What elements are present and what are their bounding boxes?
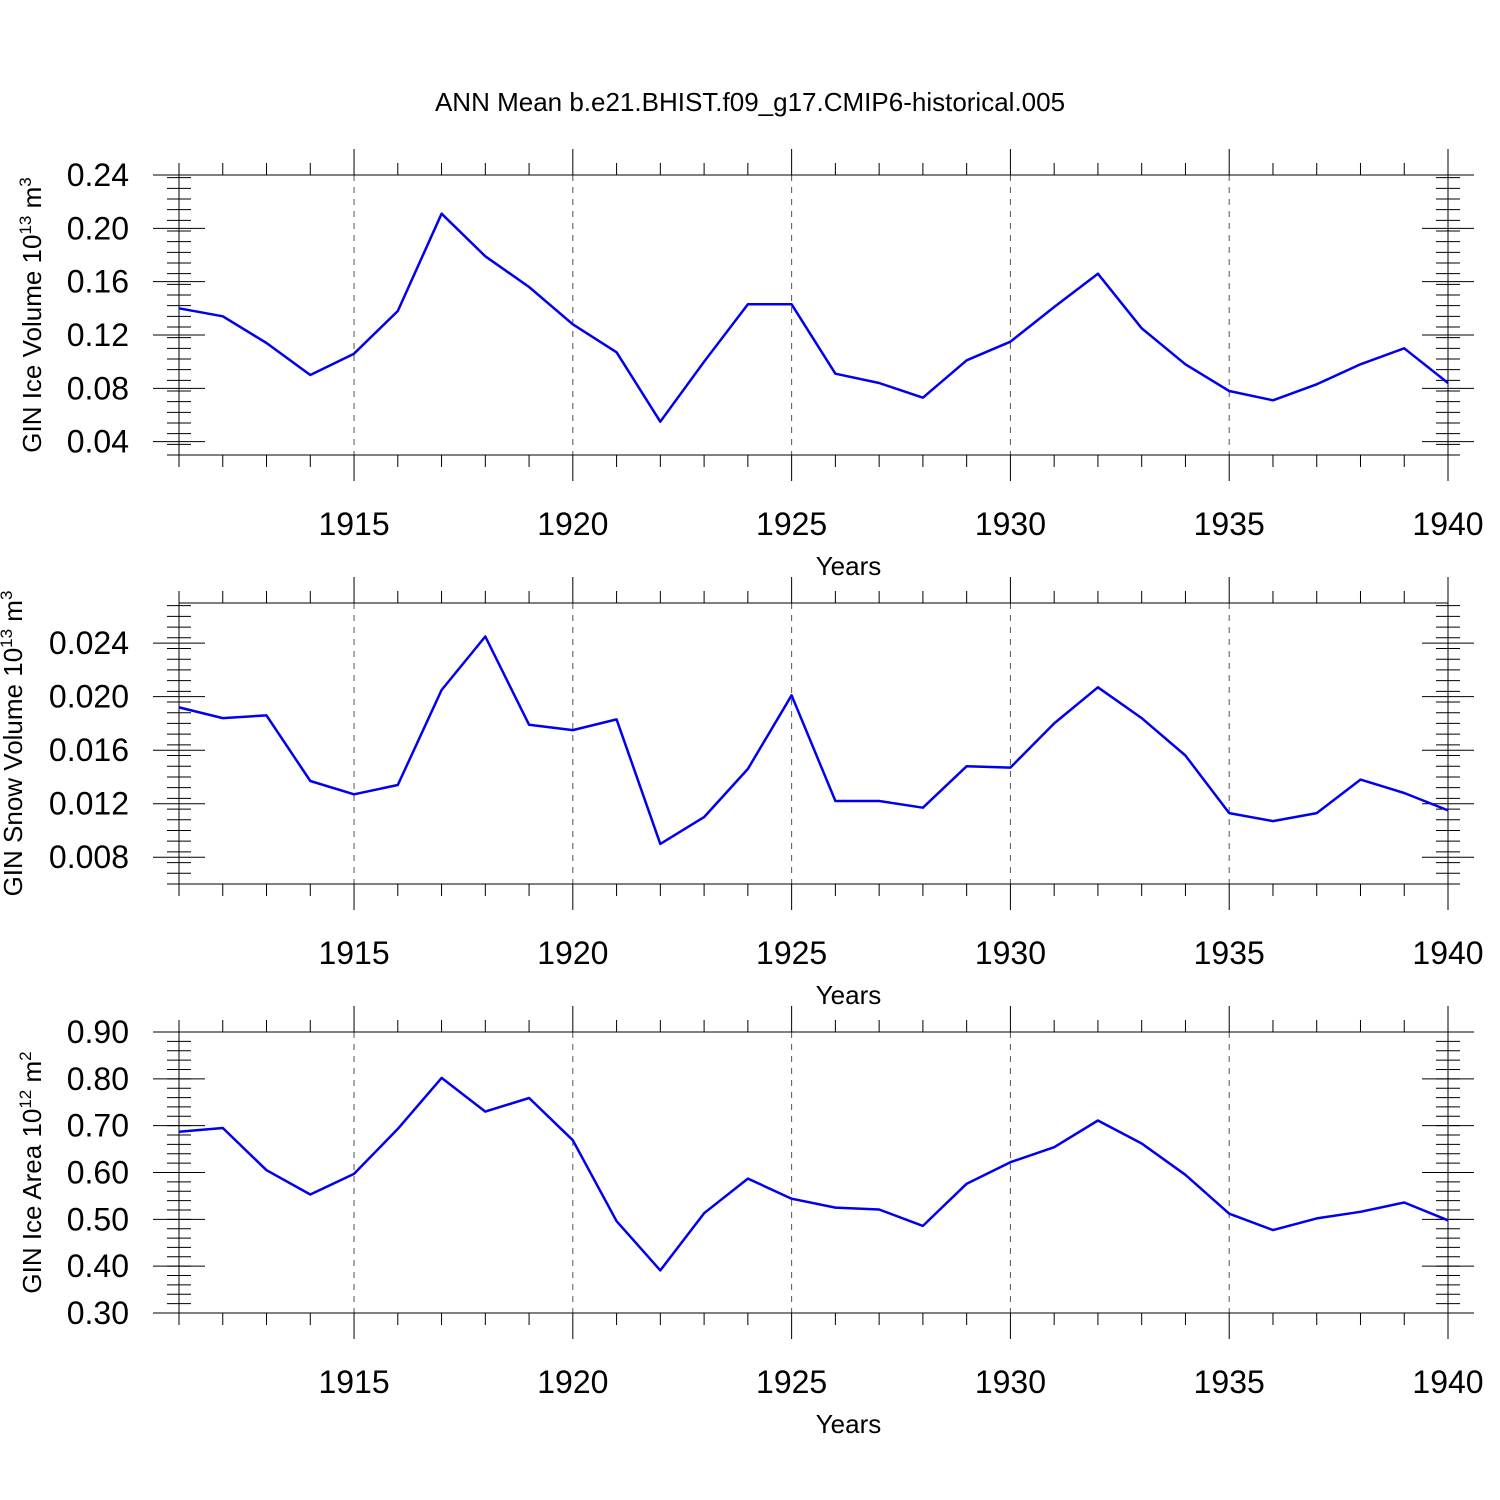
x-tick-label: 1920 (537, 506, 608, 542)
y-tick-label: 0.08 (67, 370, 129, 406)
y-axis-label-unit: m (17, 187, 47, 216)
y-axis-label: GIN Ice Volume 1013 m3 (16, 177, 47, 453)
panel-3: 0.30 0.40 0.50 0.60 0.70 0.80 0.90 1915 1920 1925… (16, 1006, 1484, 1439)
x-tick-label: 1940 (1412, 1364, 1483, 1400)
y-axis-label-unit: m (0, 600, 28, 629)
x-axis-label: Years (816, 1409, 882, 1439)
y-tick-label: 0.12 (67, 317, 129, 353)
x-tick-label: 1915 (318, 1364, 389, 1400)
y-tick-label: 0.40 (67, 1248, 129, 1284)
y-tick-label: 0.24 (67, 157, 129, 193)
x-axis-label: Years (816, 551, 882, 581)
y-tick-label: 0.50 (67, 1201, 129, 1237)
y-axis-label-text: GIN Snow Volume 10 (0, 648, 28, 897)
y-tick-label: 0.60 (67, 1155, 129, 1191)
x-tick-label: 1925 (756, 935, 827, 971)
x-tick-label: 1915 (318, 506, 389, 542)
y-tick-label: 0.012 (49, 786, 129, 822)
y-tick-label: 0.20 (67, 210, 129, 246)
y-tick-label: 0.70 (67, 1108, 129, 1144)
y-axis-label-unit-exponent: 3 (16, 177, 35, 186)
y-tick-label: 0.020 (49, 679, 129, 715)
x-tick-label: 1930 (975, 1364, 1046, 1400)
plot-frame (178, 602, 1449, 885)
chart-title: ANN Mean b.e21.BHIST.f09_g17.CMIP6-histo… (435, 87, 1065, 117)
y-axis-label-unit-exponent: 2 (16, 1051, 35, 1060)
panels: 0.04 0.08 0.12 0.16 0.20 0.24 1915 1920 1925 1930… (0, 149, 1484, 1439)
x-tick-label: 1940 (1412, 506, 1483, 542)
x-tick-label: 1930 (975, 506, 1046, 542)
x-tick-label: 1935 (1194, 935, 1265, 971)
x-tick-label: 1930 (975, 935, 1046, 971)
x-tick-label: 1920 (537, 1364, 608, 1400)
panel-2: 0.008 0.012 0.016 0.020 0.024 1915 1920 1925 193… (0, 577, 1484, 1010)
series-line (178, 635, 1449, 846)
x-tick-label: 1935 (1194, 1364, 1265, 1400)
x-tick-label: 1920 (537, 935, 608, 971)
y-axis-label-exponent: 13 (0, 629, 16, 648)
x-tick-label: 1940 (1412, 935, 1483, 971)
y-axis-label-text: GIN Ice Volume 10 (17, 235, 47, 453)
y-tick-label: 0.16 (67, 264, 129, 300)
panel-1: 0.04 0.08 0.12 0.16 0.20 0.24 1915 1920 1925 1930… (16, 149, 1484, 581)
x-tick-label: 1925 (756, 506, 827, 542)
y-tick-label: 0.90 (67, 1014, 129, 1050)
x-tick-label: 1935 (1194, 506, 1265, 542)
y-axis-label-text: GIN Ice Area 10 (17, 1109, 47, 1294)
y-axis-label-exponent: 12 (16, 1090, 35, 1109)
y-axis-label: GIN Ice Area 1012 m2 (16, 1051, 47, 1293)
y-tick-label: 0.04 (67, 424, 129, 460)
y-tick-label: 0.30 (67, 1295, 129, 1331)
y-tick-label: 0.024 (49, 625, 129, 661)
series-line (178, 1076, 1449, 1272)
y-tick-label: 0.008 (49, 839, 129, 875)
x-tick-label: 1925 (756, 1364, 827, 1400)
y-axis-label-unit-exponent: 3 (0, 591, 16, 600)
y-axis-label-unit: m (17, 1061, 47, 1090)
y-axis-label-exponent: 13 (16, 216, 35, 235)
series-line (178, 212, 1449, 423)
x-tick-label: 1915 (318, 935, 389, 971)
y-tick-label: 0.016 (49, 732, 129, 768)
x-axis-label: Years (816, 980, 882, 1010)
y-tick-label: 0.80 (67, 1061, 129, 1097)
plot-frame (178, 174, 1449, 456)
y-axis-label: GIN Snow Volume 1013 m3 (0, 591, 28, 897)
